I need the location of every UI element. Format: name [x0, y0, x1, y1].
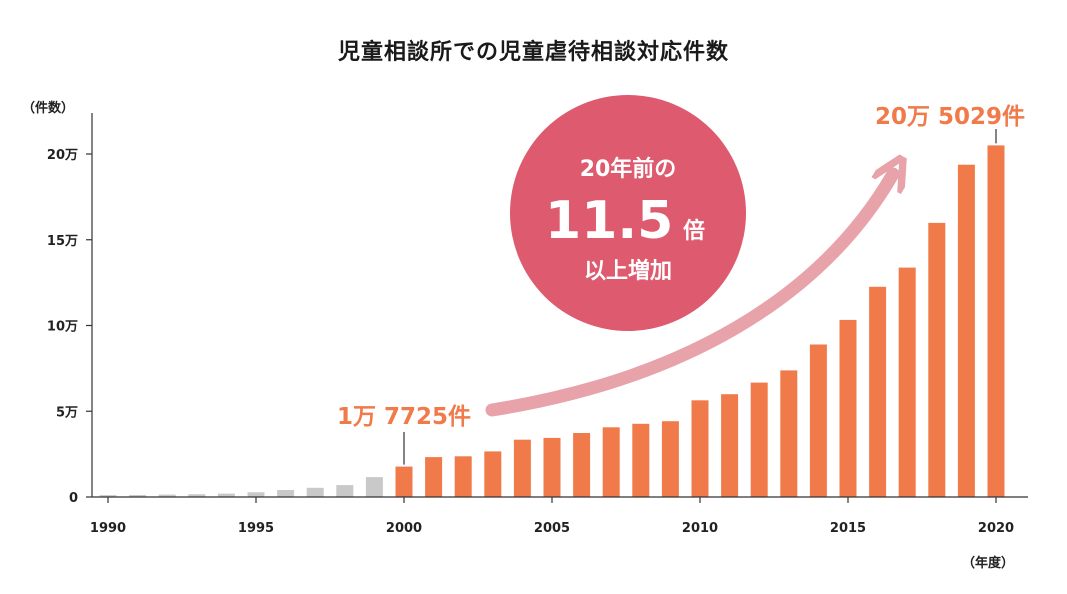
- annotations-layer: 1万 7725件 20万 5029件: [337, 104, 1025, 465]
- bar-2018: [928, 222, 946, 497]
- bar-2012: [750, 382, 768, 497]
- bar-1999: [365, 477, 383, 497]
- x-tick-label: 1995: [238, 521, 274, 536]
- bar-2000: [395, 466, 413, 497]
- badge-multiplier-value: 11.5: [545, 191, 673, 251]
- bar-2020: [987, 145, 1005, 497]
- x-tick-label: 2015: [830, 521, 866, 536]
- bar-2011: [721, 394, 739, 497]
- bar-1994: [217, 493, 235, 497]
- bar-2003: [484, 451, 502, 497]
- axes-layer: 0 5万 10万 15万 20万 1990 1995 2000 2005 2010 2015 2020: [47, 113, 1028, 536]
- bar-2008: [632, 423, 650, 497]
- bar-1998: [336, 485, 354, 497]
- badge-circle: [510, 95, 746, 331]
- x-tick-label: 2010: [682, 521, 718, 536]
- badge-line1: 20年前の: [580, 156, 677, 182]
- x-tick-label: 2020: [978, 521, 1014, 536]
- x-tick-label: 2000: [386, 521, 422, 536]
- bar-2013: [780, 370, 798, 497]
- bar-2005: [543, 437, 561, 497]
- chart-title: 児童相談所での児童虐待相談対応件数: [337, 40, 729, 65]
- x-axis-label: （年度）: [962, 555, 1014, 571]
- x-tick-label: 1990: [90, 521, 126, 536]
- growth-arrow: [485, 174, 893, 417]
- y-tick-label: 5万: [56, 405, 78, 420]
- bar-2007: [602, 427, 620, 497]
- y-tick-label: 15万: [47, 234, 78, 249]
- x-tick-label: 2005: [534, 521, 570, 536]
- bar-2010: [691, 400, 709, 497]
- bar-1992: [158, 494, 176, 497]
- growth-badge: 20年前の 11.5 倍 以上増加: [510, 95, 746, 331]
- y-tick-label: 20万: [47, 148, 78, 163]
- bar-1995: [247, 492, 265, 497]
- bar-1996: [277, 490, 295, 497]
- bar-2002: [454, 456, 472, 497]
- y-tick-label: 0: [69, 491, 78, 506]
- bar-1991: [129, 495, 147, 497]
- bar-2019: [957, 164, 975, 497]
- callout-end-value: 20万 5029件: [875, 104, 1025, 130]
- bars-layer: [99, 145, 1005, 497]
- bar-2004: [513, 439, 531, 497]
- bar-2009: [661, 421, 679, 497]
- bar-2001: [425, 457, 443, 497]
- bar-2006: [573, 433, 591, 497]
- bar-2014: [809, 344, 827, 497]
- callout-start-value: 1万 7725件: [337, 404, 471, 430]
- y-tick-label: 10万: [47, 320, 78, 335]
- badge-line3: 以上増加: [584, 258, 672, 284]
- badge-multiplier: 11.5 倍: [545, 191, 705, 251]
- bar-2017: [898, 267, 916, 497]
- y-axis-label: （件数）: [22, 100, 74, 116]
- badge-multiplier-unit: 倍: [683, 218, 705, 244]
- bar-2016: [869, 286, 887, 497]
- bar-1997: [306, 487, 324, 497]
- bar-1990: [99, 495, 117, 497]
- bar-1993: [188, 494, 206, 497]
- bar-2015: [839, 319, 857, 497]
